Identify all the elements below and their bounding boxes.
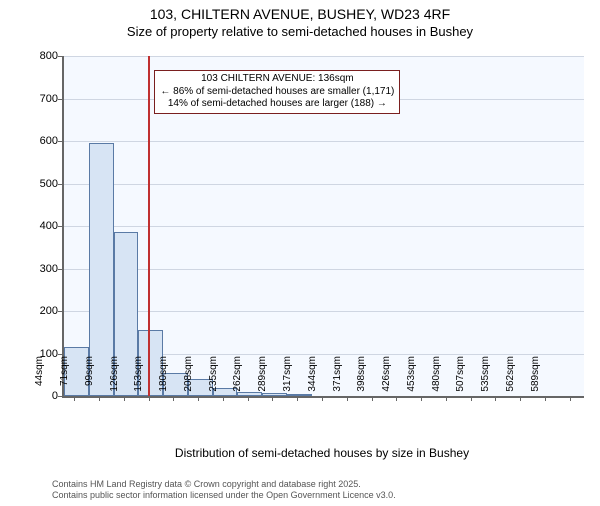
x-axis-label: Distribution of semi-detached houses by … <box>62 446 582 460</box>
x-tick-label: 153sqm <box>133 356 144 400</box>
x-tick-label: 535sqm <box>480 356 491 400</box>
x-tick-label: 289sqm <box>257 356 268 400</box>
x-tick-label: 208sqm <box>183 356 194 400</box>
x-tick-label: 426sqm <box>381 356 392 400</box>
x-tick-label: 507sqm <box>455 356 466 400</box>
plot-area: 103 CHILTERN AVENUE: 136sqm← 86% of semi… <box>62 56 584 398</box>
x-tick-label: 344sqm <box>307 356 318 400</box>
x-tick-label: 99sqm <box>84 356 95 400</box>
x-tick-label: 589sqm <box>530 356 541 400</box>
y-tick-label: 700 <box>8 93 58 105</box>
chart-subtitle: Size of property relative to semi-detach… <box>0 24 600 39</box>
y-tick-label: 800 <box>8 50 58 62</box>
x-tick-label: 235sqm <box>208 356 219 400</box>
attribution: Contains HM Land Registry data © Crown c… <box>52 479 396 502</box>
x-tick-label: 453sqm <box>406 356 417 400</box>
x-tick-label: 398sqm <box>356 356 367 400</box>
attribution-line-1: Contains HM Land Registry data © Crown c… <box>52 479 396 491</box>
x-tick-label: 126sqm <box>109 356 120 400</box>
y-tick-label: 200 <box>8 305 58 317</box>
property-marker-line <box>148 56 150 396</box>
callout-box: 103 CHILTERN AVENUE: 136sqm← 86% of semi… <box>154 70 400 114</box>
y-tick-label: 500 <box>8 178 58 190</box>
x-tick-label: 44sqm <box>34 356 45 400</box>
chart-area: Number of semi-detached properties 103 C… <box>0 48 600 468</box>
x-tick-label: 262sqm <box>232 356 243 400</box>
x-tick-label: 317sqm <box>282 356 293 400</box>
x-tick-label: 562sqm <box>505 356 516 400</box>
y-tick-label: 600 <box>8 135 58 147</box>
y-tick-label: 0 <box>8 390 58 402</box>
y-tick-label: 100 <box>8 348 58 360</box>
x-tick-label: 371sqm <box>332 356 343 400</box>
x-tick-label: 480sqm <box>431 356 442 400</box>
x-tick-label: 71sqm <box>59 356 70 400</box>
x-tick-label: 180sqm <box>158 356 169 400</box>
chart-title: 103, CHILTERN AVENUE, BUSHEY, WD23 4RF <box>0 6 600 22</box>
y-tick-label: 300 <box>8 263 58 275</box>
y-tick-label: 400 <box>8 220 58 232</box>
attribution-line-2: Contains public sector information licen… <box>52 490 396 502</box>
